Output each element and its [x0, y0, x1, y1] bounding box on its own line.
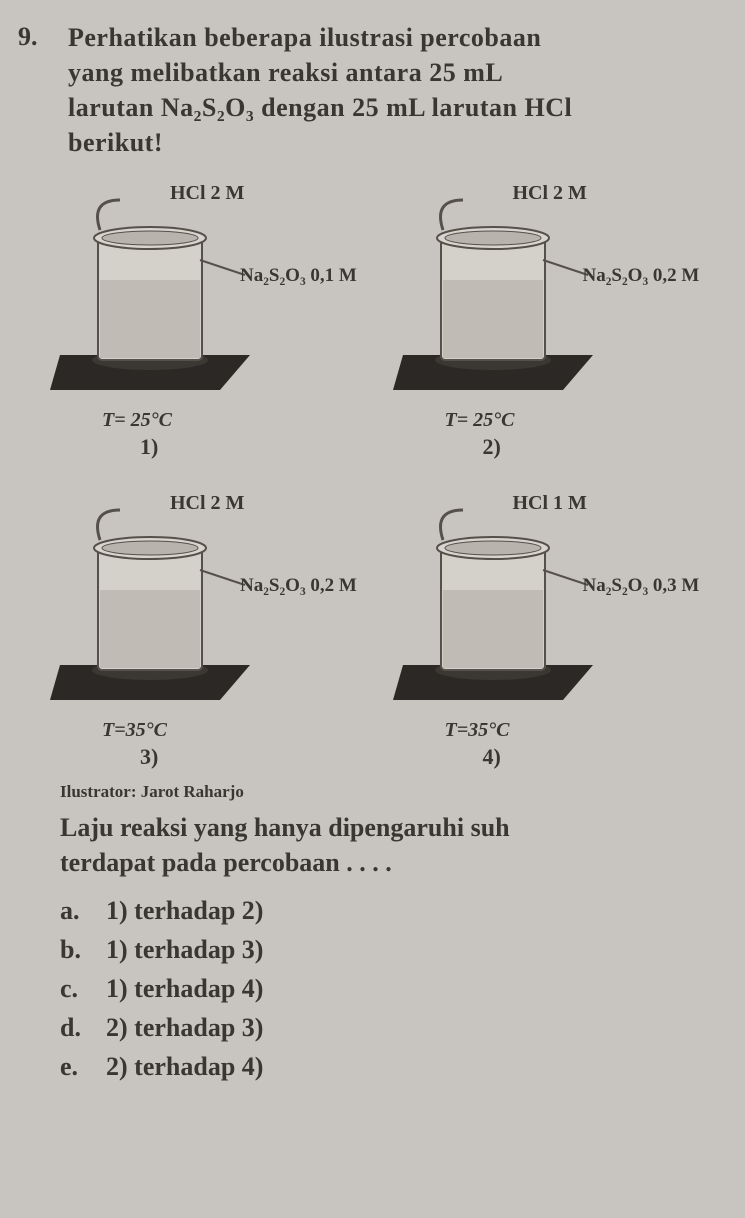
option-letter-b: b. — [60, 930, 106, 969]
temp-label-3: T=35°C — [102, 719, 167, 742]
option-text-e: 2) terhadap 4) — [106, 1047, 263, 1086]
question-text: Perhatikan beberapa ilustrasi percobaan … — [68, 20, 715, 160]
question-tail: Laju reaksi yang hanya dipengaruhi suh t… — [60, 810, 715, 880]
option-a: a. 1) terhadap 2) — [60, 891, 715, 930]
option-letter-c: c. — [60, 969, 106, 1008]
option-text-d: 2) terhadap 3) — [106, 1008, 263, 1047]
tail-line1: Laju reaksi yang hanya dipengaruhi suh — [60, 813, 510, 842]
num-label-2: 2) — [483, 434, 501, 460]
beaker-cell-4: HCl 1 M Na₂S₂O₃ 0,3 M T=35°C 4) — [393, 490, 716, 770]
q-line1: Perhatikan beberapa ilustrasi percobaan — [68, 23, 541, 52]
beaker-cell-2: HCl 2 M Na₂S₂O₃ 0,2 M T= 25°C 2) — [393, 180, 716, 460]
question-number: 9. — [18, 22, 38, 52]
option-letter-d: d. — [60, 1008, 106, 1047]
beaker-cell-3: HCl 2 M Na₂S₂O₃ 0,2 M T=35°C 3) — [50, 490, 373, 770]
na-label-3: Na₂S₂O₃ 0,2 M — [240, 575, 357, 597]
tail-line2: terdapat pada percobaan . . . . — [60, 848, 392, 877]
temp-label-1: T= 25°C — [102, 409, 172, 432]
q-line3: larutan Na₂S₂O₃ dengan 25 mL larutan HCl — [68, 93, 572, 122]
option-text-b: 1) terhadap 3) — [106, 930, 263, 969]
option-e: e. 2) terhadap 4) — [60, 1047, 715, 1086]
temp-label-4: T=35°C — [445, 719, 510, 742]
num-label-3: 3) — [140, 744, 158, 770]
num-label-1: 1) — [140, 434, 158, 460]
na-label-1: Na₂S₂O₃ 0,1 M — [240, 265, 357, 287]
option-b: b. 1) terhadap 3) — [60, 930, 715, 969]
na-label-2: Na₂S₂O₃ 0,2 M — [583, 265, 700, 287]
beaker-diagram-4 — [393, 500, 603, 720]
beaker-cell-1: HCl 2 M Na₂S₂O₃ 0,1 M T= 25°C 1) — [50, 180, 373, 460]
option-text-a: 1) terhadap 2) — [106, 891, 263, 930]
option-c: c. 1) terhadap 4) — [60, 969, 715, 1008]
option-d: d. 2) terhadap 3) — [60, 1008, 715, 1047]
beaker-diagram-1 — [50, 190, 260, 410]
options-list: a. 1) terhadap 2) b. 1) terhadap 3) c. 1… — [60, 891, 715, 1086]
beaker-diagram-2 — [393, 190, 603, 410]
q-line2: yang melibatkan reaksi antara 25 mL — [68, 58, 503, 87]
option-letter-e: e. — [60, 1047, 106, 1086]
beakers-grid: HCl 2 M Na₂S₂O₃ 0,1 M T= 25°C 1) HCl 2 M — [50, 180, 715, 770]
q-line4: berikut! — [68, 128, 163, 157]
option-text-c: 1) terhadap 4) — [106, 969, 263, 1008]
beaker-diagram-3 — [50, 500, 260, 720]
option-letter-a: a. — [60, 891, 106, 930]
na-label-4: Na₂S₂O₃ 0,3 M — [583, 575, 700, 597]
illustrator-credit: Ilustrator: Jarot Raharjo — [60, 782, 715, 802]
temp-label-2: T= 25°C — [445, 409, 515, 432]
num-label-4: 4) — [483, 744, 501, 770]
